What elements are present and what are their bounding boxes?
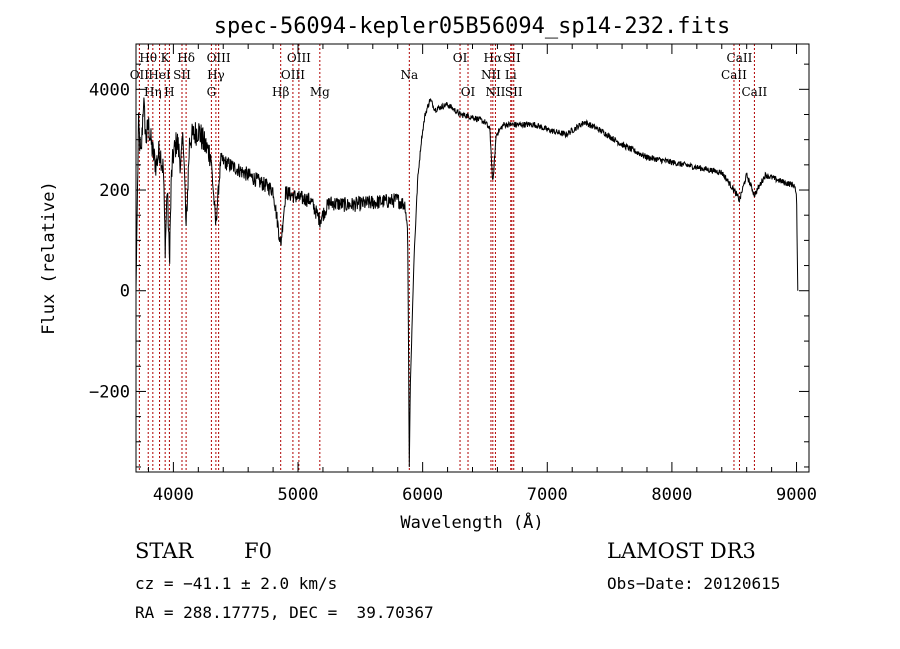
- y-tick-label: 4000: [89, 80, 130, 100]
- line-marker-label: Hη: [144, 85, 162, 99]
- line-marker-label: HeI: [148, 68, 171, 82]
- spectrum-line: [135, 97, 799, 468]
- line-marker-label: Na: [400, 68, 418, 82]
- line-marker-label: CaII: [727, 51, 753, 65]
- x-tick-label: 4000: [153, 485, 194, 505]
- line-marker-label: OIII: [207, 51, 231, 65]
- observation-date: Obs−Date: 20120615: [607, 574, 781, 593]
- x-tick-label: 5000: [278, 485, 319, 505]
- line-marker-label: Hδ: [177, 51, 195, 65]
- line-marker-label: OII: [130, 68, 150, 82]
- y-axis: −200 0 200 4000: [89, 63, 809, 468]
- line-marker-label: OIII: [281, 68, 305, 82]
- object-subclass: F0: [244, 539, 272, 563]
- line-marker-label: Hθ: [139, 51, 157, 65]
- line-marker-label: OIII: [287, 51, 311, 65]
- x-tick-label: 7000: [527, 485, 568, 505]
- line-marker-label: H: [164, 85, 174, 99]
- y-axis-label: Flux (relative): [39, 181, 59, 335]
- line-marker-label: Hβ: [272, 85, 289, 99]
- x-axis: 4000 5000 6000 7000 8000 9000: [147, 44, 817, 505]
- line-marker-label: OI: [461, 85, 476, 99]
- x-axis-label: Wavelength (Å): [400, 511, 543, 533]
- redshift-velocity: cz = −41.1 ± 2.0 km/s: [135, 574, 338, 593]
- y-tick-label: 0: [120, 282, 130, 302]
- line-marker-label: Mg: [310, 85, 330, 99]
- spectrum-curve-layer: [135, 97, 799, 468]
- line-marker-label: Li: [505, 68, 517, 82]
- coordinates: RA = 288.17775, DEC = 39.70367: [135, 603, 434, 622]
- x-tick-label: 6000: [402, 485, 443, 505]
- line-marker-label: Hα: [484, 51, 503, 65]
- line-marker-label: NII: [481, 68, 501, 82]
- line-marker-label: CaII: [721, 68, 747, 82]
- line-marker-label: G: [207, 85, 217, 99]
- line-marker-label: SII: [173, 68, 191, 82]
- line-markers: Hθ OII Hη K HeI H Hδ SII OIII Hγ G OIII OIII Hβ Mg Na OI…: [130, 44, 768, 472]
- y-tick-label: 200: [99, 181, 130, 201]
- plot-frame: [135, 43, 810, 473]
- x-tick-label: 8000: [651, 485, 692, 505]
- line-marker-label: Hγ: [207, 68, 225, 82]
- chart-title: spec-56094-kepler05B56094_sp14-232.fits: [214, 14, 731, 39]
- line-marker-label: SII: [505, 85, 523, 99]
- x-tick-label: 9000: [776, 485, 817, 505]
- line-marker-label: K: [161, 51, 171, 65]
- line-marker-label: SII: [503, 51, 521, 65]
- line-marker-label: CaII: [741, 85, 767, 99]
- line-marker-label: OI: [453, 51, 468, 65]
- survey-name: LAMOST DR3: [607, 539, 756, 563]
- object-class: STAR: [135, 539, 194, 563]
- line-marker-label: NII: [485, 85, 505, 99]
- y-tick-label: −200: [89, 382, 130, 402]
